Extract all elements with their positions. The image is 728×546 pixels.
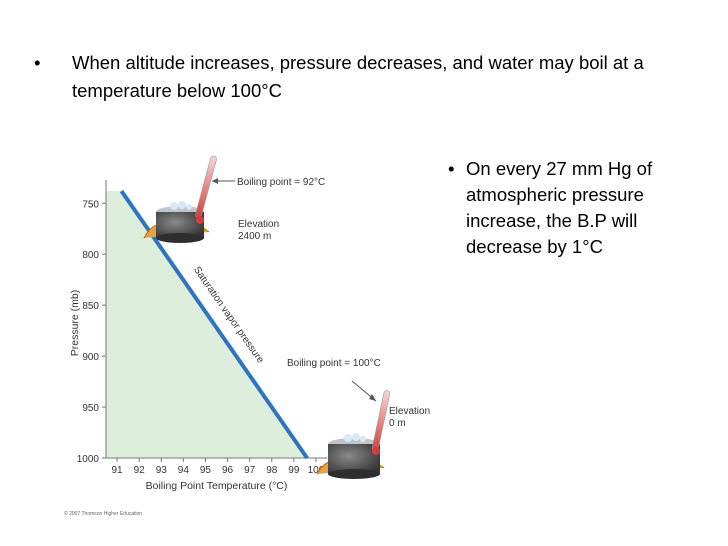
y-axis-label: Pressure (mb) bbox=[69, 290, 81, 357]
x-tick-label: 97 bbox=[244, 465, 256, 476]
annotation-top-elevation: Elevation bbox=[238, 219, 279, 230]
x-tick-label: 93 bbox=[156, 465, 168, 476]
pot-illustration-top bbox=[143, 155, 235, 243]
pot-base-top bbox=[156, 233, 204, 243]
bullet-symbol: • bbox=[34, 52, 41, 73]
pot-illustration-bottom bbox=[316, 380, 391, 479]
pot-base-bottom bbox=[328, 469, 380, 479]
annotation-top-boiling: Boiling point = 92°C bbox=[237, 177, 325, 188]
annotation-top-elevation-value: 2400 m bbox=[238, 231, 271, 242]
x-tick-label: 95 bbox=[200, 465, 212, 476]
y-tick-label: 850 bbox=[82, 301, 99, 312]
boiling-point-figure: 750 800 850 900 950 1000 91 92 93 94 95 96 97 98 99 100… bbox=[62, 150, 440, 522]
annotation-bottom-elevation-value: 0 m bbox=[389, 418, 406, 429]
saturation-fill-area bbox=[106, 191, 308, 458]
x-tick-label: 96 bbox=[222, 465, 234, 476]
x-axis-label: Boiling Point Temperature (°C) bbox=[146, 480, 288, 492]
copyright-note: © 2007 Thomson Higher Education bbox=[64, 510, 142, 517]
boiling-point-chart: 750 800 850 900 950 1000 91 92 93 94 95 96 97 98 99 100… bbox=[64, 155, 430, 517]
bullet-pressure: • On every 27 mm Hg of atmospheric press… bbox=[448, 156, 713, 260]
bullet-altitude: • When altitude increases, pressure decr… bbox=[34, 49, 684, 105]
bullet-pressure-text: On every 27 mm Hg of atmospheric pressur… bbox=[466, 158, 653, 257]
y-tick-label: 1000 bbox=[77, 454, 100, 465]
bullet-symbol: • bbox=[448, 158, 455, 179]
y-tick-label: 950 bbox=[82, 403, 99, 414]
x-tick-label: 100 bbox=[308, 465, 325, 476]
y-tick-label: 750 bbox=[82, 199, 99, 210]
bullet-altitude-text: When altitude increases, pressure decrea… bbox=[72, 52, 644, 101]
y-tick-label: 900 bbox=[82, 352, 99, 363]
annotation-bottom-elevation: Elevation bbox=[389, 406, 430, 417]
x-tick-label: 94 bbox=[178, 465, 190, 476]
x-tick-label: 98 bbox=[266, 465, 278, 476]
y-tick-label: 800 bbox=[82, 250, 99, 261]
plot-layer: 750 800 850 900 950 1000 91 92 93 94 95 96 97 98 99 100… bbox=[69, 180, 327, 492]
annotation-bottom-boiling: Boiling point = 100°C bbox=[287, 358, 381, 369]
x-tick-label: 99 bbox=[288, 465, 300, 476]
x-tick-label: 91 bbox=[111, 465, 123, 476]
thermometer-top bbox=[195, 155, 217, 219]
thermometer-bulb-top bbox=[196, 216, 204, 224]
x-tick-label: 92 bbox=[134, 465, 146, 476]
thermometer-bulb-bottom bbox=[372, 447, 380, 455]
